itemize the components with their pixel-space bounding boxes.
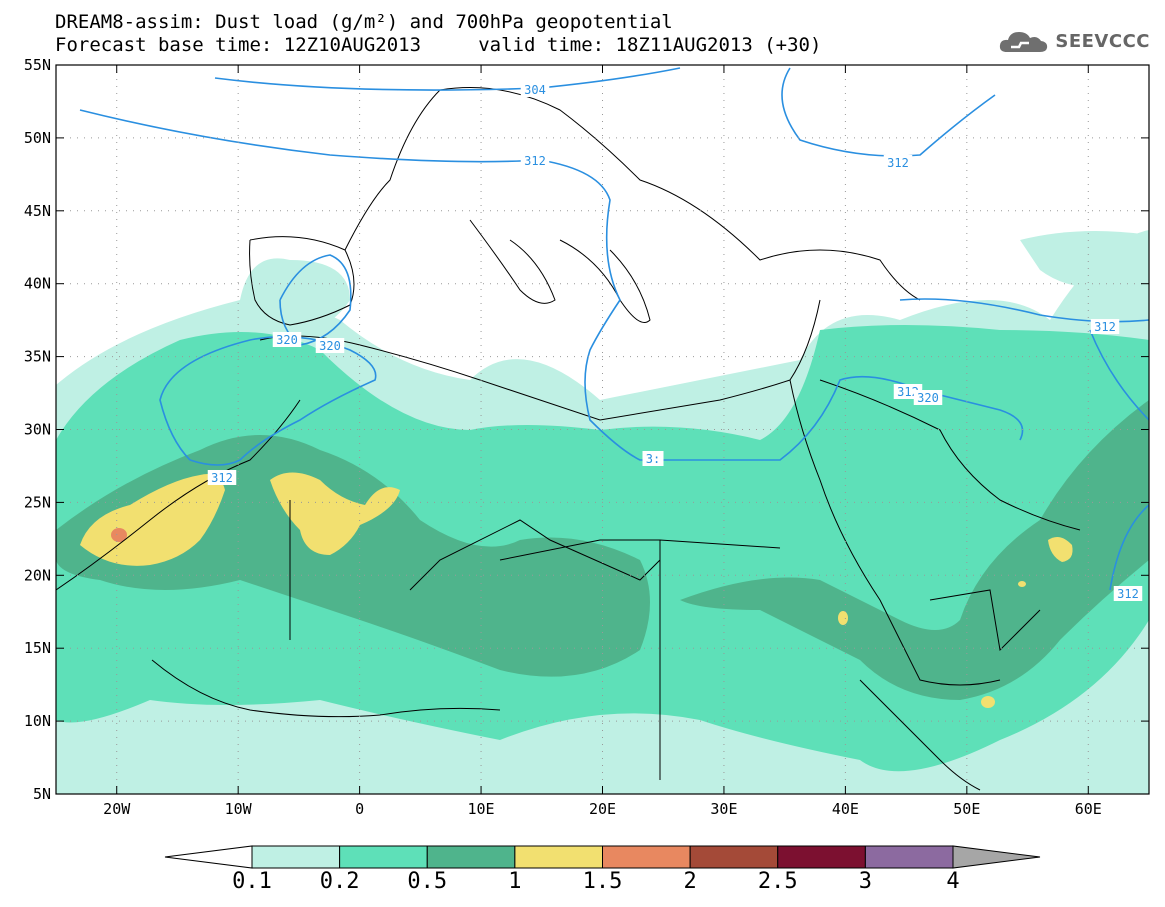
contour-label-bg	[520, 82, 550, 97]
contour-label: 312	[524, 154, 546, 168]
contour-label-bg	[520, 153, 550, 168]
contour-label: 312	[1117, 587, 1139, 601]
colorbar-swatch-0.5	[426, 845, 516, 869]
longitude-labels: 20W 10W 0 10E 20E 30E 40E 50E 60E	[103, 800, 1102, 818]
contour-label-bg	[272, 332, 302, 347]
colorbar-swatch-2	[689, 845, 779, 869]
contour-label: 312	[1094, 320, 1116, 334]
colorbar-level-label: 3	[859, 869, 872, 894]
colorbar-level-label: 0.2	[320, 869, 360, 894]
lat-label: 5N	[33, 785, 51, 803]
contour-label-bg	[207, 470, 237, 485]
lat-label: 55N	[24, 56, 51, 74]
lat-label: 15N	[24, 639, 51, 657]
colorbar-level-label: 4	[946, 869, 959, 894]
contour-label-bg	[1090, 319, 1120, 334]
dust-band-0.1-caspian	[1020, 231, 1149, 288]
lon-label: 0	[355, 800, 364, 818]
lat-label: 30N	[24, 421, 51, 439]
contour-label: 320	[319, 339, 341, 353]
lat-label: 45N	[24, 202, 51, 220]
lat-label: 35N	[24, 348, 51, 366]
contour-label-bg	[883, 155, 913, 170]
lat-lon-grid	[56, 65, 1149, 794]
contour-label: 312	[211, 471, 233, 485]
contour-304	[214, 67, 681, 91]
contour-label: 304	[524, 83, 546, 97]
lon-label: 10W	[225, 800, 253, 818]
colorbar-swatch-0.1	[251, 845, 341, 869]
cloud-icon	[1000, 32, 1048, 52]
colorbar-swatch-3	[864, 845, 954, 869]
colorbar-level-label: 0.5	[407, 869, 447, 894]
dust-band-1-oman	[1048, 536, 1073, 562]
colorbar-labels: 0.1 0.2 0.5 1 1.5 2 2.5 3 4	[232, 869, 960, 894]
axis-ticks	[56, 64, 1149, 795]
map-title-line-2: Forecast base time: 12Z10AUG2013 valid t…	[55, 34, 822, 56]
map-title-line-1: DREAM8-assim: Dust load (g/m²) and 700hP…	[55, 11, 673, 33]
lat-label: 40N	[24, 275, 51, 293]
colorbar-level-label: 1	[508, 869, 521, 894]
colorbar-swatch-1.5	[602, 845, 691, 869]
contour-312-arabia	[1109, 504, 1149, 591]
contour-label: 312	[887, 156, 909, 170]
colorbar	[164, 845, 1041, 869]
lat-label: 20N	[24, 566, 51, 584]
lon-label: 20W	[103, 800, 131, 818]
contour-label: 320	[917, 391, 939, 405]
lon-label: 50E	[953, 800, 980, 818]
contour-312-north	[79, 109, 1024, 461]
dust-band-1-yemen	[838, 611, 848, 625]
dust-band-0.1-europe	[240, 258, 350, 330]
colorbar-level-label: 2.5	[758, 869, 798, 894]
colorbar-swatch-2.5	[777, 845, 866, 869]
lat-label: 10N	[24, 712, 51, 730]
colorbar-level-label: 0.1	[232, 869, 272, 894]
lon-label: 20E	[589, 800, 616, 818]
dust-band-0.5-arabia	[680, 400, 1149, 700]
colorbar-arrow-right	[952, 845, 1041, 869]
dust-band-1.5	[111, 528, 127, 542]
lat-label: 50N	[24, 129, 51, 147]
colorbar-swatch-0.2	[339, 845, 428, 869]
lon-label: 10E	[468, 800, 495, 818]
dust-band-1	[80, 474, 225, 566]
colorbar-level-label: 1.5	[583, 869, 623, 894]
contour-320-sahara	[159, 335, 377, 466]
dust-band-1-somalia	[981, 696, 995, 708]
lon-label: 60E	[1075, 800, 1102, 818]
contour-312-ne	[781, 67, 996, 157]
geopotential-contours	[79, 67, 1149, 591]
seevccc-logo: SEEVCCC	[999, 28, 1150, 54]
colorbar-swatch-1	[514, 845, 603, 869]
contour-label-bg	[913, 390, 943, 405]
latitude-labels: 55N 50N 45N 40N 35N 30N 25N 20N 15N 10N 5N	[24, 56, 51, 803]
contour-312-iran	[1089, 329, 1149, 421]
lon-label: 40E	[832, 800, 859, 818]
colorbar-level-label: 2	[684, 869, 697, 894]
lon-label: 30E	[710, 800, 737, 818]
dust-band-1-small	[1018, 581, 1026, 587]
contour-label: 3:	[646, 452, 660, 466]
lat-label: 25N	[24, 493, 51, 511]
dust-band-1-central	[270, 472, 400, 555]
contour-label: 320	[276, 333, 298, 347]
logo-text: SEEVCCC	[1055, 30, 1150, 52]
contour-label-bg	[1113, 586, 1143, 601]
contour-label: 312	[897, 385, 919, 399]
colorbar-arrow-left	[164, 845, 253, 869]
contour-label-bg	[642, 451, 664, 466]
contour-label-bg	[315, 338, 345, 353]
